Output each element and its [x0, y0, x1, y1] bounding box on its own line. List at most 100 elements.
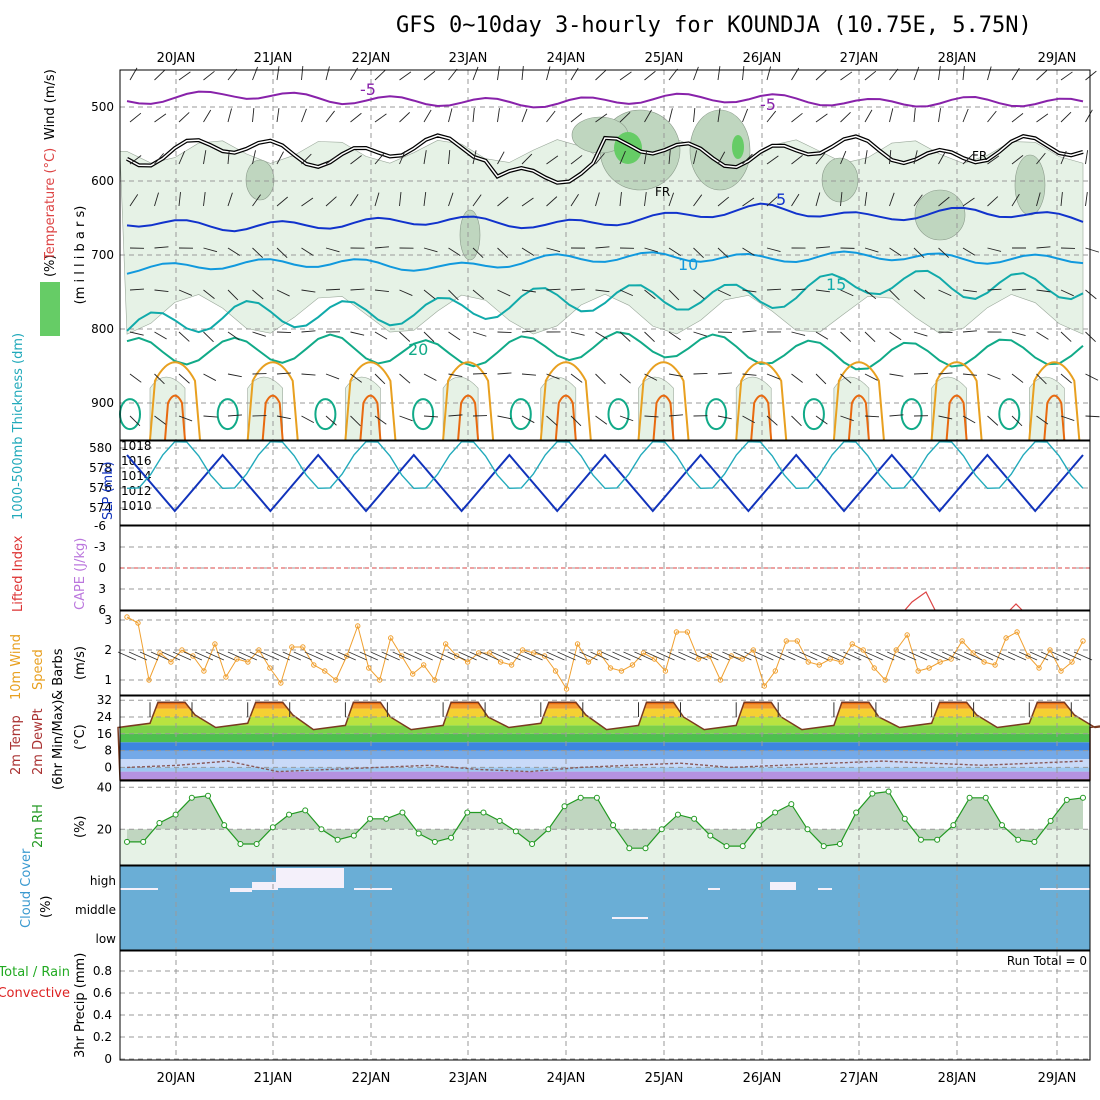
- rh2m-point: [529, 841, 536, 847]
- wind-speed-point: [146, 677, 152, 683]
- wind-speed-point: [772, 668, 779, 674]
- temp-contour-5: [126, 202, 1084, 233]
- wind-speed-point: [948, 656, 954, 662]
- wind-speed-point: [377, 677, 383, 683]
- wind-barb: [203, 373, 217, 381]
- wind-speed-point: [464, 659, 471, 665]
- date-label-top: 23JAN: [449, 51, 488, 66]
- wind-barb: [472, 247, 484, 258]
- wind-barb: [766, 66, 772, 81]
- temp-contour-20-loop: [802, 398, 825, 431]
- wind-speed-point: [816, 662, 822, 668]
- wind-barb: [1036, 415, 1049, 425]
- wind-barb: [938, 415, 953, 420]
- wind-barb-10m: [963, 651, 983, 661]
- rh2m-point: [561, 803, 568, 810]
- wind-speed-point: [135, 620, 141, 626]
- wind-barb: [129, 194, 139, 207]
- wind-barb-10m: [941, 651, 961, 661]
- cloud-cover-bar: [276, 868, 344, 888]
- cloud-panel: high middle low Cloud Cover (%): [19, 848, 1091, 951]
- temp-contour-25: [735, 361, 788, 441]
- wind-barb: [693, 331, 708, 337]
- wind-speed-point: [992, 662, 998, 668]
- wind-barb: [791, 331, 806, 336]
- rh2m-point: [593, 794, 600, 801]
- wind-barb: [399, 289, 413, 296]
- wind-barb-10m: [810, 651, 829, 661]
- rh2m-point: [853, 809, 860, 816]
- wind-barb: [913, 289, 926, 300]
- wind-barb: [227, 414, 242, 417]
- wind-barb-10m: [909, 651, 928, 661]
- wind-barb: [276, 289, 290, 297]
- wind-barb-10m: [930, 651, 950, 661]
- precip-tick-label: 0.4: [93, 1008, 112, 1022]
- wind-barb: [864, 247, 879, 253]
- wind-barb: [448, 331, 461, 341]
- wind-barb-10m: [359, 651, 378, 661]
- rh2m-point: [480, 809, 487, 816]
- wind-barb: [864, 70, 877, 81]
- rh2m-area: [127, 791, 1083, 849]
- wind-barb-10m: [777, 651, 796, 661]
- temp-band: [120, 708, 1090, 717]
- wind-barb: [301, 289, 316, 293]
- temp-band: [120, 717, 1090, 726]
- rh2m-point: [350, 832, 357, 839]
- wind-barb-10m: [260, 651, 280, 661]
- wind-barb: [399, 150, 406, 165]
- wind-barb: [766, 110, 777, 123]
- thickness-tick-label: 574: [89, 501, 112, 515]
- wind-barb: [1085, 70, 1097, 81]
- temp2m-panel: 32 24 16 8 0 2m Temp 2m DewPt (6hr Min/Max) (°C): [9, 693, 1100, 790]
- wind-barb: [423, 150, 427, 165]
- wind-speed-point: [915, 668, 921, 674]
- wind10-label-b: Speed: [31, 649, 46, 690]
- wind-barb-10m: [974, 651, 994, 661]
- rh2m-point: [318, 826, 325, 833]
- wind-barb: [570, 288, 585, 291]
- wind-barb: [374, 192, 380, 207]
- wind-barb: [815, 289, 830, 293]
- temp-band: [120, 767, 1090, 772]
- wind-barb: [644, 247, 659, 253]
- wind-barb: [423, 289, 436, 300]
- temp-contour-20-loop: [216, 398, 239, 431]
- wind-barb: [889, 108, 894, 123]
- rh2m-tick-label: 20: [97, 822, 112, 836]
- wind-barb: [129, 415, 141, 427]
- wind-speed-point: [1047, 647, 1053, 653]
- rh2m-point: [885, 788, 892, 795]
- wind-speed-point: [673, 629, 680, 635]
- wind-barb: [301, 415, 315, 424]
- wind-barb: [791, 415, 802, 427]
- wind-speed-point: [399, 653, 405, 659]
- wind-barb: [276, 108, 280, 123]
- wind-barb: [644, 331, 655, 343]
- wind-barb: [619, 373, 631, 384]
- wind-barb: [889, 192, 895, 207]
- temp-contour-25: [442, 361, 495, 441]
- date-label-bottom: 26JAN: [743, 1071, 782, 1086]
- wind-barb-10m: [271, 651, 291, 661]
- wind-barb: [595, 152, 605, 165]
- wind-barb: [864, 415, 880, 418]
- rh2m-point: [804, 826, 811, 833]
- rh-shading-saturated: [732, 135, 744, 159]
- wind-barb: [595, 289, 610, 293]
- panel-frame: [119, 865, 1091, 951]
- wind-barb: [938, 372, 953, 375]
- wind-barb: [864, 192, 868, 207]
- cloud-cover-bar: [818, 888, 832, 890]
- wind-speed-point: [640, 650, 647, 656]
- wind-barb: [766, 196, 778, 207]
- wind-barb: [154, 113, 167, 123]
- wind-barb-10m: [689, 651, 708, 661]
- wind-barb: [962, 373, 977, 376]
- wind-barb-10m: [194, 651, 214, 661]
- wind-barb: [227, 108, 232, 123]
- wind-barb: [374, 331, 388, 340]
- wind-barb: [276, 66, 280, 81]
- wind-barb: [423, 109, 432, 123]
